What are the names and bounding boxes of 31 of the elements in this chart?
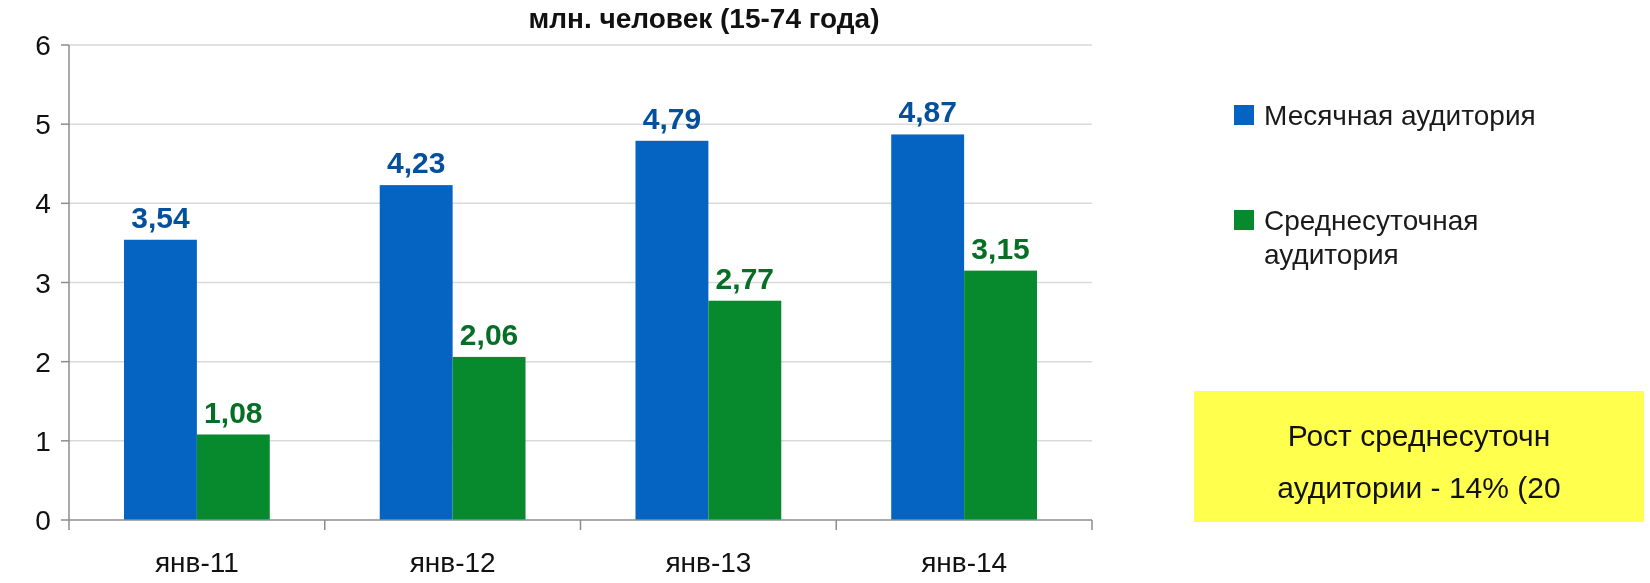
legend-label: Среднесуточная аудитория (1264, 205, 1479, 270)
y-tick-label: 3 (35, 267, 51, 299)
chart-title: млн. человек (15-74 года) (528, 3, 880, 34)
x-tick-label: янв-14 (921, 547, 1008, 578)
data-label: 1,08 (204, 395, 263, 429)
data-label: 3,54 (131, 200, 190, 234)
x-tick-label: янв-11 (154, 547, 239, 578)
bar (452, 356, 526, 520)
y-tick-label: 6 (35, 30, 51, 61)
legend-label: Месячная аудитория (1264, 100, 1536, 131)
y-tick-label: 5 (35, 109, 51, 141)
bar (379, 185, 453, 520)
x-tick-label: янв-13 (665, 547, 752, 578)
data-label: 2,06 (459, 317, 519, 351)
bar (891, 134, 965, 520)
bar (964, 270, 1038, 520)
y-tick-label: 0 (35, 505, 51, 536)
bar (196, 434, 270, 520)
data-label: 4,87 (898, 95, 957, 129)
bar (708, 300, 782, 520)
data-label: 2,77 (715, 261, 775, 295)
y-tick-label: 4 (35, 188, 51, 220)
text: Рост среднесуточн аудитории - 14% (20 (1277, 419, 1561, 504)
data-label: 4,79 (642, 101, 702, 135)
data-label: 3,15 (971, 231, 1030, 265)
bar (123, 239, 197, 520)
bar (635, 140, 709, 520)
y-tick-label: 2 (35, 346, 51, 378)
data-label: 4,23 (386, 146, 446, 180)
x-tick-label: янв-12 (409, 547, 496, 578)
y-tick-label: 1 (35, 425, 51, 457)
